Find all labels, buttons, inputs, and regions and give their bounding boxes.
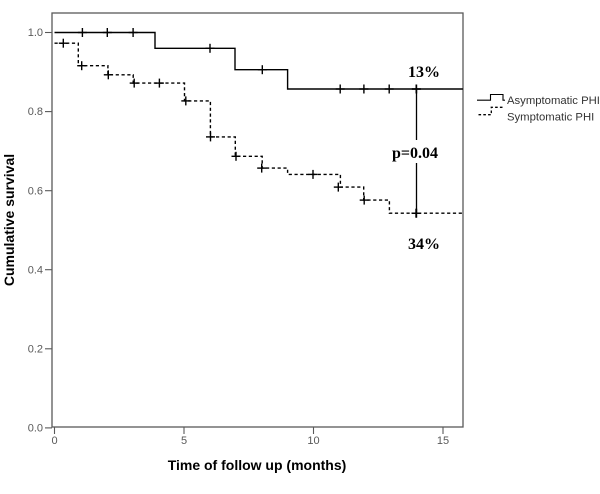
svg-text:Symptomatic PHI: Symptomatic PHI [507,112,594,124]
svg-text:5: 5 [181,435,187,447]
svg-text:1.0: 1.0 [28,27,43,39]
svg-text:0.6: 0.6 [28,185,43,197]
svg-text:Time of follow up (months): Time of follow up (months) [168,457,347,473]
svg-text:0.2: 0.2 [28,343,43,355]
svg-text:0: 0 [51,435,57,447]
svg-text:Asymptomatic PHI: Asymptomatic PHI [507,95,600,107]
svg-text:0.8: 0.8 [28,106,43,118]
svg-text:34%: 34% [408,236,440,253]
svg-text:0.0: 0.0 [28,423,43,435]
svg-text:13%: 13% [408,64,440,81]
svg-text:10: 10 [307,435,319,447]
svg-text:Cumulative survival: Cumulative survival [1,154,17,286]
svg-text:0.4: 0.4 [28,264,43,276]
svg-text:15: 15 [437,435,449,447]
svg-text:p=0.04: p=0.04 [392,145,438,162]
